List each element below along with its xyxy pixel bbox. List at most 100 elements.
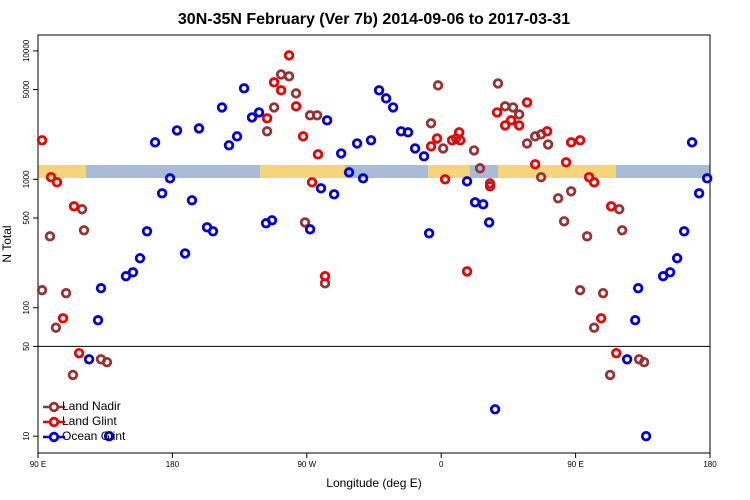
data-point <box>439 174 451 185</box>
data-point <box>664 267 676 278</box>
data-point <box>357 173 369 184</box>
x-tick-label: 0 <box>439 460 444 469</box>
data-point <box>499 120 511 131</box>
data-point <box>95 283 107 294</box>
legend-marker <box>48 401 60 413</box>
y-tick-label: 1000 <box>22 170 31 188</box>
data-point <box>387 102 399 113</box>
data-point <box>678 226 690 237</box>
y-tick-label: 500 <box>22 211 31 225</box>
land-strip <box>38 165 86 178</box>
data-point <box>640 431 652 442</box>
data-point <box>134 253 146 264</box>
data-point <box>605 201 617 212</box>
data-point <box>409 143 421 154</box>
y-tick-label: 10000 <box>22 39 31 62</box>
data-point <box>614 204 625 215</box>
data-point <box>92 315 104 326</box>
data-point <box>552 193 564 204</box>
data-point <box>299 217 311 228</box>
chart-title: 30N-35N February (Ver 7b) 2014-09-06 to … <box>178 11 570 28</box>
data-point <box>312 149 324 160</box>
x-tick-label: 180 <box>703 460 717 469</box>
data-point <box>597 287 609 299</box>
data-point <box>507 102 519 113</box>
data-point <box>629 315 641 326</box>
data-point <box>141 226 153 237</box>
x-tick-label: 180 <box>166 460 180 469</box>
data-point <box>57 313 69 324</box>
data-point <box>468 145 480 156</box>
data-point <box>275 69 287 80</box>
data-point <box>423 228 435 239</box>
data-point <box>373 85 385 96</box>
data-point <box>432 80 444 91</box>
land-strip <box>428 165 470 178</box>
data-point <box>461 176 473 187</box>
data-point <box>595 313 607 324</box>
data-point <box>365 135 377 146</box>
data-point <box>297 131 309 142</box>
data-point <box>283 50 295 61</box>
data-point <box>701 173 713 184</box>
data-point <box>616 225 628 236</box>
data-point <box>216 102 228 113</box>
data-point <box>36 135 48 146</box>
data-point <box>431 133 443 144</box>
data-point <box>380 93 392 104</box>
y-tick-label: 10 <box>22 431 31 440</box>
data-point <box>686 137 698 148</box>
x-tick-label: 90 E <box>567 460 583 469</box>
data-point <box>351 138 363 149</box>
data-point <box>581 231 593 242</box>
data-point <box>513 109 525 120</box>
data-point <box>164 173 176 184</box>
data-point <box>266 215 278 226</box>
data-point <box>474 163 486 174</box>
y-axis-label: N Total <box>0 225 14 262</box>
data-point <box>321 115 333 126</box>
data-point <box>261 113 273 124</box>
data-point <box>583 171 595 183</box>
data-point <box>335 148 347 159</box>
data-point <box>315 183 327 194</box>
data-point <box>461 266 473 277</box>
x-tick-label: 90 E <box>30 460 46 469</box>
data-point <box>477 199 489 210</box>
data-point <box>319 271 331 282</box>
data-point <box>604 369 616 381</box>
data-point <box>454 135 466 146</box>
data-point <box>275 85 287 96</box>
data-point <box>238 83 250 94</box>
legend-marker <box>48 416 60 428</box>
data-point <box>231 131 243 142</box>
data-point <box>671 253 683 264</box>
data-point <box>425 118 437 129</box>
data-point <box>558 216 570 227</box>
data-point <box>304 224 316 235</box>
data-point <box>491 107 503 118</box>
data-point <box>51 177 63 188</box>
x-axis-label: Longitude (deg E) <box>326 476 421 490</box>
data-point <box>103 431 115 442</box>
data-point <box>638 356 650 368</box>
data-point <box>311 110 323 121</box>
data-point <box>50 322 62 333</box>
data-point <box>521 97 533 108</box>
data-point <box>60 287 72 299</box>
data-point <box>68 201 80 212</box>
data-point <box>306 177 318 188</box>
land-strip <box>260 165 345 178</box>
data-point <box>611 347 622 359</box>
data-point <box>78 225 90 236</box>
data-point <box>127 267 139 278</box>
data-point <box>499 101 511 112</box>
data-point <box>207 226 219 237</box>
data-point <box>542 139 554 150</box>
data-point <box>83 354 95 365</box>
legend-label: Land Glint <box>62 414 117 428</box>
data-point <box>45 171 57 183</box>
data-point <box>453 127 465 138</box>
legend-label: Ocean Glint <box>62 429 126 443</box>
data-point <box>535 171 547 183</box>
